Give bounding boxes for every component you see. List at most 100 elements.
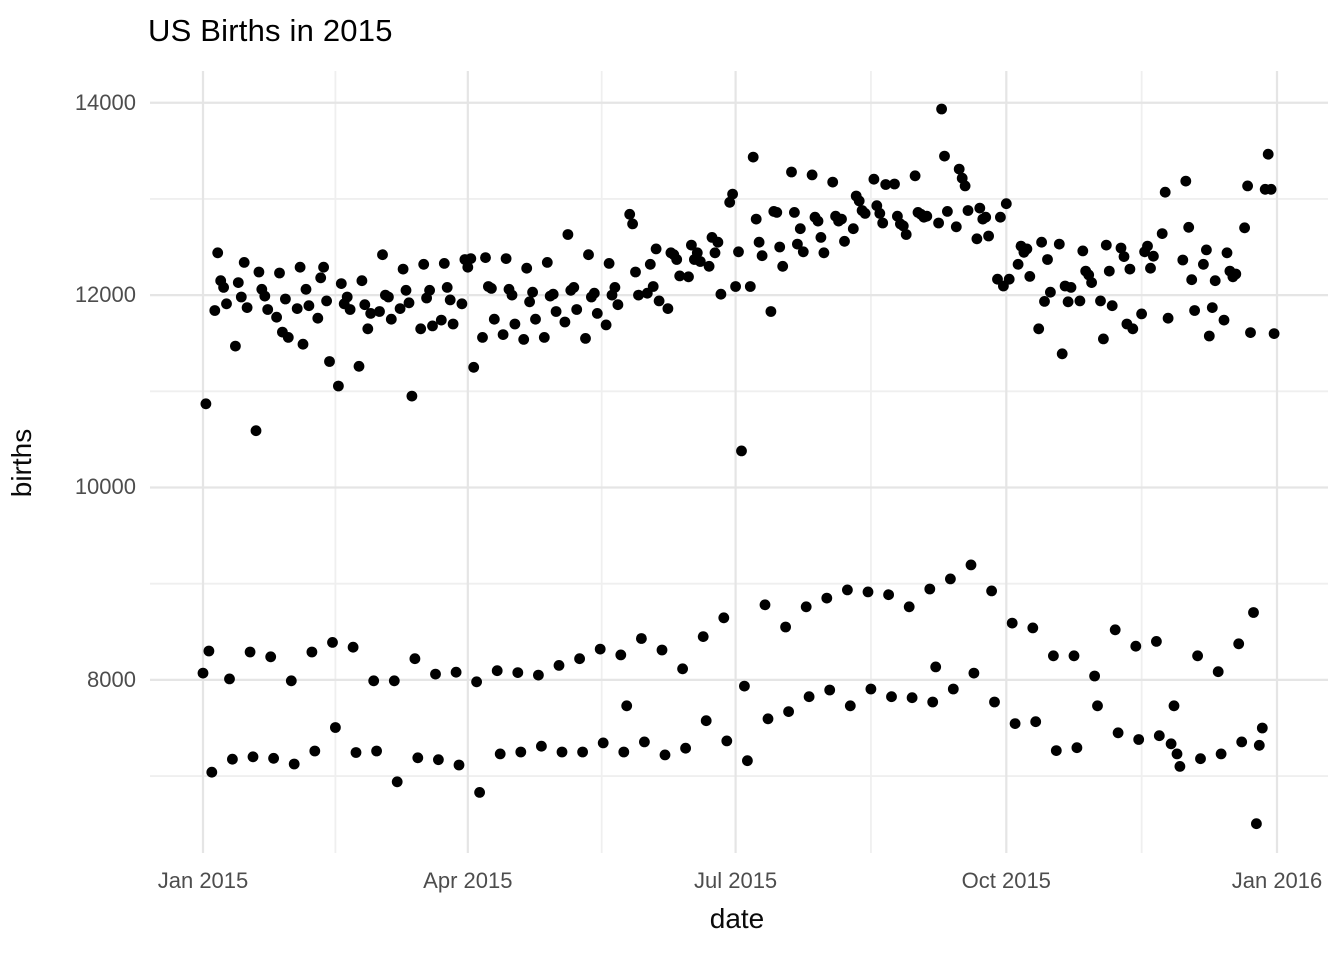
data-point [639, 736, 650, 748]
data-point [1151, 636, 1162, 647]
data-point [739, 680, 750, 692]
data-point [730, 281, 741, 292]
data-point [683, 271, 694, 283]
data-point [1095, 295, 1106, 307]
data-point [244, 646, 256, 658]
data-point [1171, 748, 1183, 760]
data-point [353, 360, 365, 372]
data-point [624, 208, 636, 220]
data-point [362, 323, 374, 335]
data-point [230, 340, 241, 352]
data-point [571, 304, 583, 315]
data-point [780, 621, 791, 633]
data-point [844, 700, 856, 712]
data-point [812, 215, 824, 227]
data-point [865, 683, 877, 695]
data-point [418, 258, 430, 270]
data-point [1189, 305, 1200, 316]
data-point [374, 306, 385, 317]
data-point [371, 745, 382, 757]
data-point [721, 735, 733, 747]
data-point [533, 669, 544, 681]
data-point [939, 150, 950, 162]
data-point [1050, 745, 1062, 756]
data-point [1115, 242, 1127, 254]
data-point [756, 250, 768, 262]
data-point [424, 284, 435, 296]
data-point [309, 745, 321, 757]
data-point [583, 249, 594, 261]
data-point [577, 746, 588, 758]
data-point [438, 258, 450, 269]
data-point [1221, 247, 1233, 259]
data-point [200, 398, 212, 410]
data-point [285, 675, 297, 687]
data-point [671, 254, 683, 265]
data-point [839, 235, 850, 247]
data-point [541, 257, 553, 268]
data-point [868, 173, 880, 185]
data-point [700, 715, 712, 727]
x-tick-label: Oct 2015 [961, 868, 1051, 893]
data-point [759, 599, 771, 611]
data-point [662, 303, 674, 314]
data-point [594, 643, 606, 655]
data-point [1077, 245, 1089, 257]
data-point [1006, 617, 1018, 629]
data-point [600, 319, 612, 331]
data-point [1159, 186, 1171, 198]
data-point [836, 213, 847, 225]
data-point [312, 312, 324, 324]
data-point [980, 211, 992, 223]
data-point [1156, 228, 1168, 240]
data-point [321, 295, 332, 307]
data-point [268, 752, 279, 764]
data-point [530, 313, 541, 325]
data-point [241, 302, 253, 313]
data-point [806, 169, 818, 181]
data-point [903, 601, 915, 613]
data-point [462, 261, 474, 273]
data-point [318, 261, 329, 273]
data-point [1253, 739, 1265, 751]
x-tick-label: Jan 2015 [157, 868, 249, 893]
data-point [647, 281, 659, 292]
data-point [794, 223, 806, 235]
data-point [385, 313, 397, 325]
data-point [715, 288, 727, 300]
data-point [1186, 274, 1198, 286]
data-point [412, 752, 424, 764]
data-point [512, 667, 524, 678]
data-point [1024, 271, 1036, 282]
data-point [447, 318, 459, 330]
data-point [786, 166, 797, 178]
data-point [1065, 282, 1077, 293]
data-point [974, 202, 986, 214]
data-point [744, 281, 756, 292]
data-point [709, 247, 721, 259]
data-point [777, 260, 789, 272]
data-point [433, 754, 444, 766]
chart-title: US Births in 2015 [148, 13, 393, 48]
data-point [1130, 640, 1142, 652]
data-point [453, 759, 465, 771]
data-point [989, 696, 1000, 708]
data-point [444, 294, 456, 306]
data-point [621, 700, 633, 712]
data-point [718, 612, 730, 624]
y-tick-label: 8000 [87, 666, 136, 692]
data-point [842, 584, 853, 596]
data-point [1177, 254, 1189, 266]
data-point [271, 311, 282, 323]
data-point [306, 646, 318, 658]
data-point [653, 295, 665, 307]
data-point [403, 297, 415, 309]
data-point [206, 766, 218, 778]
data-point [1118, 251, 1130, 262]
data-point [1153, 730, 1165, 742]
data-point [1106, 300, 1118, 312]
data-point [227, 753, 238, 765]
data-point [986, 585, 997, 597]
data-point [789, 207, 800, 218]
data-point [1042, 254, 1053, 265]
